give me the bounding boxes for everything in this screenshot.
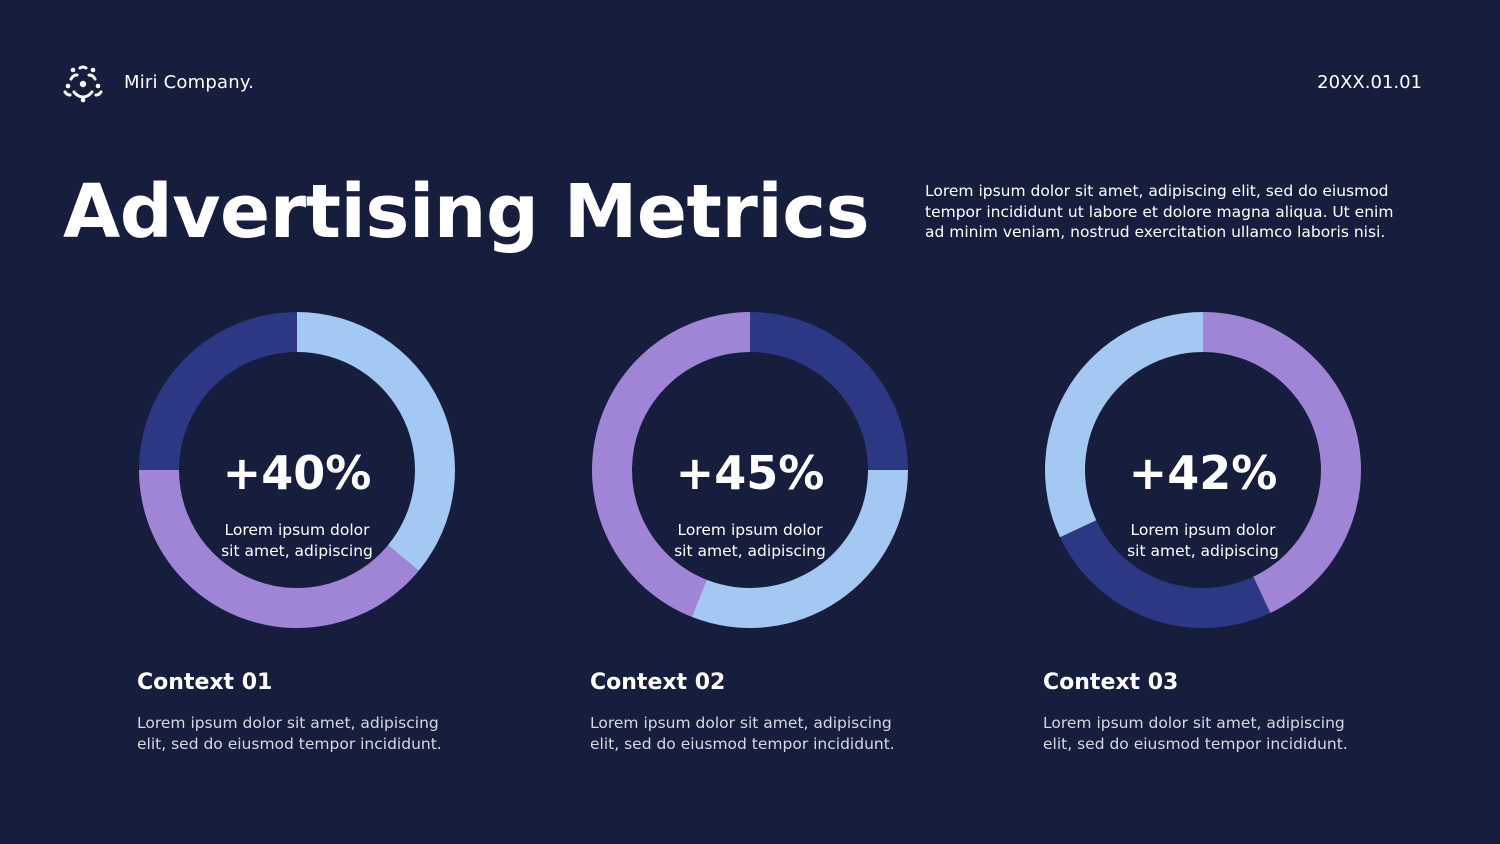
metric-value: +45% — [675, 446, 825, 500]
metric-caption: Lorem ipsum dolor sit amet, adipiscing — [630, 520, 870, 561]
company-name: Miri Company. — [124, 72, 255, 93]
donut-segment-3 — [1045, 312, 1203, 538]
company-logo — [62, 64, 104, 104]
donut-segment-2 — [139, 470, 419, 628]
metric-caption-line: Lorem ipsum dolor — [677, 521, 823, 539]
intro-text: Lorem ipsum dolor sit amet, adipiscing e… — [925, 182, 1394, 241]
donut-segment-3 — [592, 312, 750, 617]
donut-chart-1 — [139, 312, 455, 628]
page-title: Advertising Metrics — [63, 169, 870, 255]
donut-center-1: +40% Lorem ipsum dolor sit amet, adipisc… — [177, 350, 417, 590]
context-description-line: elit, sed do eiusmod tempor incididunt. — [137, 735, 442, 753]
metric-card-3: +42% Lorem ipsum dolor sit amet, adipisc… — [1043, 310, 1373, 770]
metric-value: +42% — [1128, 446, 1278, 500]
donut-segment-2 — [691, 470, 908, 628]
metric-caption: Lorem ipsum dolor sit amet, adipiscing — [177, 520, 417, 561]
context-title: Context 02 — [590, 670, 726, 695]
context-title: Context 01 — [137, 670, 273, 695]
donut-segment-2 — [1060, 520, 1271, 628]
context-description-line: Lorem ipsum dolor sit amet, adipiscing — [137, 714, 439, 732]
metric-caption-line: sit amet, adipiscing — [674, 541, 826, 560]
flower-dots-icon — [63, 65, 103, 103]
donut-chart-3 — [1045, 312, 1361, 628]
context-description-line: Lorem ipsum dolor sit amet, adipiscing — [590, 714, 892, 732]
context-description: Lorem ipsum dolor sit amet, adipiscing e… — [137, 713, 467, 755]
context-description: Lorem ipsum dolor sit amet, adipiscing e… — [590, 713, 920, 755]
metric-card-1: +40% Lorem ipsum dolor sit amet, adipisc… — [137, 310, 467, 770]
metric-caption-line: Lorem ipsum dolor — [1130, 521, 1276, 539]
metric-caption-line: Lorem ipsum dolor — [224, 521, 370, 539]
metric-caption-line: sit amet, adipiscing — [1127, 541, 1279, 560]
donut-chart-2 — [592, 312, 908, 628]
metric-value: +40% — [222, 446, 372, 500]
metric-caption-line: sit amet, adipiscing — [221, 541, 373, 560]
context-title: Context 03 — [1043, 670, 1179, 695]
donut-segment-1 — [297, 312, 455, 571]
donut-segment-1 — [750, 312, 908, 470]
date-label: 20XX.01.01 — [1317, 72, 1422, 93]
donut-center-3: +42% Lorem ipsum dolor sit amet, adipisc… — [1083, 350, 1323, 590]
metric-caption: Lorem ipsum dolor sit amet, adipiscing — [1083, 520, 1323, 561]
donut-center-2: +45% Lorem ipsum dolor sit amet, adipisc… — [630, 350, 870, 590]
donut-segment-1 — [1203, 312, 1361, 613]
context-description: Lorem ipsum dolor sit amet, adipiscing e… — [1043, 713, 1373, 755]
context-description-line: Lorem ipsum dolor sit amet, adipiscing — [1043, 714, 1345, 732]
context-description-line: elit, sed do eiusmod tempor incididunt. — [590, 735, 895, 753]
context-description-line: elit, sed do eiusmod tempor incididunt. — [1043, 735, 1348, 753]
donut-segment-3 — [139, 312, 297, 470]
metric-card-2: +45% Lorem ipsum dolor sit amet, adipisc… — [590, 310, 920, 770]
